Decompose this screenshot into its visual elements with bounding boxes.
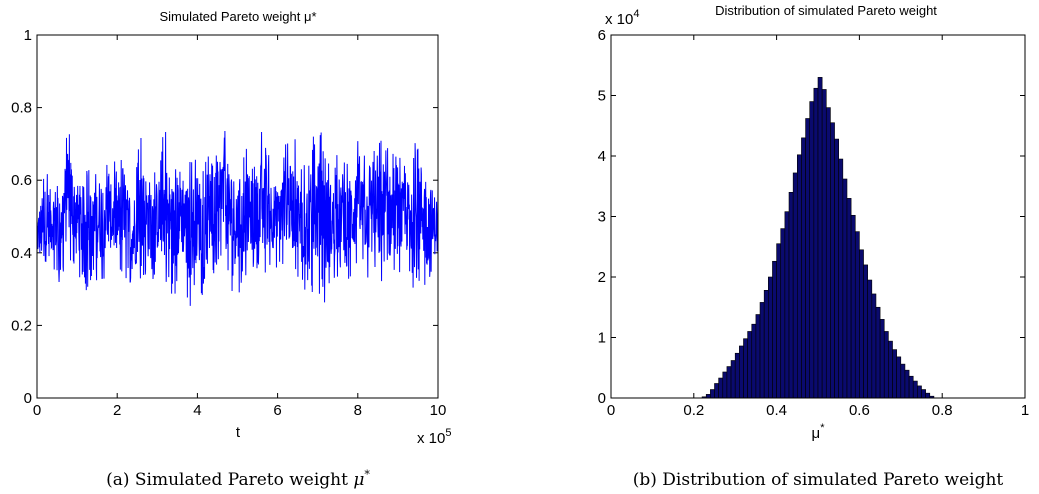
chart-b-ytick-label: 6 bbox=[598, 27, 606, 44]
chart-b-bar bbox=[784, 211, 790, 399]
chart-b-bar bbox=[739, 345, 744, 399]
chart-b-bar bbox=[792, 172, 798, 399]
chart-b-bar bbox=[722, 371, 728, 399]
chart-a-title: Simulated Pareto weight μ* bbox=[159, 9, 316, 24]
chart-b-bar bbox=[805, 118, 811, 399]
chart-a-xtick-label: 0 bbox=[33, 402, 41, 419]
chart-b-bar bbox=[896, 356, 902, 399]
chart-b-bar bbox=[904, 369, 910, 399]
chart-b-caption: (b) Distribution of simulated Pareto wei… bbox=[633, 470, 1004, 490]
panel-b: Distribution of simulated Pareto weight … bbox=[598, 3, 1030, 490]
chart-b-y-multiplier: x 104 bbox=[605, 8, 639, 28]
chart-b-bar bbox=[705, 394, 711, 399]
chart-a-series bbox=[36, 131, 439, 306]
chart-b-title: Distribution of simulated Pareto weight bbox=[715, 3, 937, 18]
chart-b-bar bbox=[871, 293, 877, 399]
chart-b-bar bbox=[788, 192, 794, 399]
chart-b-axes-frame bbox=[610, 34, 1026, 399]
chart-b-bar bbox=[809, 101, 815, 399]
chart-b-xtick-label: 1 bbox=[1021, 402, 1029, 419]
chart-b-ytick-label: 2 bbox=[598, 269, 606, 286]
chart-b-bar bbox=[734, 352, 740, 399]
chart-b-bar bbox=[892, 349, 897, 399]
chart-b-bar bbox=[879, 319, 885, 399]
chart-b-ytick-label: 1 bbox=[598, 330, 606, 347]
chart-a-ytick-label: 0.2 bbox=[11, 317, 32, 334]
chart-b-bar bbox=[834, 138, 839, 399]
panel-a: Simulated Pareto weight μ* 0 0.2 0.4 0.6 0.8… bbox=[11, 9, 451, 490]
chart-b-bar bbox=[883, 331, 889, 399]
chart-b-bar bbox=[714, 383, 719, 399]
chart-b-bar bbox=[780, 228, 786, 399]
chart-b-xtick-label: 0 bbox=[607, 402, 615, 419]
chart-b-bar bbox=[846, 198, 852, 399]
chart-a-series-line bbox=[36, 131, 439, 306]
chart-a-xtick-label: 8 bbox=[354, 402, 362, 419]
chart-a-ytick-label: 0.6 bbox=[11, 172, 32, 189]
chart-b-bar bbox=[888, 340, 893, 399]
chart-b-bar bbox=[743, 338, 748, 399]
chart-a-x-multiplier: x 105 bbox=[417, 427, 451, 447]
chart-b-ytick-label: 4 bbox=[598, 148, 606, 165]
chart-b-bar bbox=[917, 385, 922, 399]
chart-b-bar bbox=[710, 389, 715, 399]
chart-b-ytick-label: 3 bbox=[598, 209, 606, 226]
chart-b-bars bbox=[701, 77, 935, 399]
chart-b-bar bbox=[863, 264, 868, 399]
chart-b-bar bbox=[859, 249, 864, 399]
chart-b-x-ticks: 0 0.2 0.4 0.6 0.8 1 bbox=[607, 35, 1029, 419]
chart-b-bar bbox=[801, 137, 806, 399]
chart-a-axes-frame bbox=[36, 34, 439, 399]
chart-b-bar bbox=[755, 314, 761, 399]
chart-b-ytick-label: 0 bbox=[598, 390, 606, 407]
chart-b-xtick-label: 0.8 bbox=[932, 402, 953, 419]
chart-b-bar bbox=[817, 77, 823, 399]
chart-b-bar bbox=[726, 366, 732, 399]
chart-b-bar bbox=[747, 331, 753, 399]
chart-b-bar bbox=[842, 178, 848, 399]
chart-b-bar bbox=[796, 154, 802, 399]
chart-a-ytick-label: 0.8 bbox=[11, 100, 32, 117]
chart-a-ytick-label: 0.4 bbox=[11, 245, 32, 262]
chart-b-xtick-label: 0.2 bbox=[683, 402, 704, 419]
chart-b-bar bbox=[925, 392, 931, 399]
chart-b-bar bbox=[900, 363, 906, 399]
chart-b-bar bbox=[825, 107, 831, 399]
chart-b-bar bbox=[838, 158, 844, 399]
chart-b-bar bbox=[730, 360, 736, 399]
chart-b-bar bbox=[912, 380, 918, 399]
chart-a-ytick-label: 1 bbox=[24, 27, 32, 44]
chart-a-xtick-label: 4 bbox=[193, 402, 201, 419]
chart-b-bar bbox=[875, 306, 881, 399]
chart-b-bar bbox=[850, 214, 856, 399]
chart-b-bar bbox=[867, 279, 873, 399]
chart-b-xtick-label: 0.6 bbox=[849, 402, 870, 419]
chart-a-ytick-label: 0 bbox=[24, 390, 32, 407]
chart-b-bar bbox=[718, 377, 724, 399]
chart-b-bar bbox=[759, 302, 765, 399]
chart-b-bar bbox=[763, 290, 769, 399]
chart-b-bar bbox=[821, 89, 827, 399]
chart-a-y-ticks: 0 0.2 0.4 0.6 0.8 1 bbox=[11, 27, 438, 407]
chart-a-xlabel: t bbox=[236, 424, 241, 441]
chart-b-bar bbox=[772, 260, 777, 399]
chart-b-bar bbox=[921, 389, 926, 399]
chart-b-xlabel: μ* bbox=[812, 422, 826, 442]
chart-b-bar bbox=[813, 87, 819, 399]
chart-b-bar bbox=[854, 231, 860, 399]
chart-b-bar bbox=[751, 323, 757, 399]
chart-a-x-ticks: 0 2 4 6 8 10 bbox=[33, 35, 447, 419]
chart-b-bar bbox=[776, 243, 782, 399]
chart-b-bar bbox=[830, 122, 835, 399]
chart-b-xtick-label: 0.4 bbox=[766, 402, 787, 419]
chart-a-xtick-label: 10 bbox=[430, 402, 447, 419]
chart-a-xtick-label: 6 bbox=[273, 402, 281, 419]
chart-a-xtick-label: 2 bbox=[113, 402, 121, 419]
chart-b-bar bbox=[908, 375, 914, 399]
chart-b-ytick-label: 5 bbox=[598, 88, 606, 105]
chart-b-bar bbox=[768, 276, 773, 399]
chart-a-caption: (a) Simulated Pareto weight μ* bbox=[106, 468, 370, 490]
